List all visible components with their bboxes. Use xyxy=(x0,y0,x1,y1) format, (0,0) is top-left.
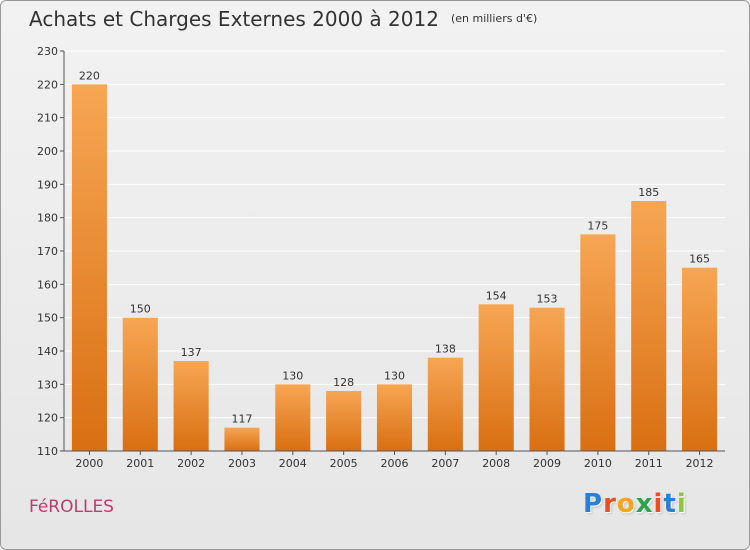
logo-letter: r xyxy=(603,489,617,519)
y-tick-label: 230 xyxy=(37,45,58,58)
bar-value-label: 150 xyxy=(130,303,151,316)
logo-letter: x xyxy=(635,489,654,519)
bar-2009 xyxy=(529,307,565,451)
bar-value-label: 165 xyxy=(689,253,710,266)
bar-2011 xyxy=(631,201,667,451)
chart-title-text: Achats et Charges Externes 2000 à 2012 xyxy=(29,7,439,31)
bar-value-label: 138 xyxy=(435,343,456,356)
x-tick-label: 2004 xyxy=(279,457,307,470)
bars xyxy=(71,84,718,451)
bar-value-label: 220 xyxy=(79,69,100,82)
x-tick-label: 2009 xyxy=(533,457,561,470)
logo-letter: o xyxy=(616,489,636,519)
x-tick-label: 2007 xyxy=(431,457,459,470)
bar-2006 xyxy=(376,384,413,451)
x-tick-label: 2008 xyxy=(482,457,510,470)
proxiti-logo[interactable]: Proxiti xyxy=(583,489,687,519)
bar-value-label: 128 xyxy=(333,376,354,389)
bar-2012 xyxy=(682,267,718,451)
data-labels: 220 150 137 117 130 128 130 138 154 153 175 185 165 xyxy=(79,69,710,425)
bar-2007 xyxy=(427,357,463,451)
x-tick-label: 2011 xyxy=(635,457,663,470)
logo-letter: P xyxy=(583,489,604,519)
x-tick-label: 2005 xyxy=(330,457,358,470)
logo-letter: i xyxy=(676,489,687,519)
logo-letter: t xyxy=(663,489,677,519)
bar-value-label: 117 xyxy=(231,413,252,426)
x-tick-label: 2001 xyxy=(126,457,154,470)
bar-value-label: 154 xyxy=(486,289,507,302)
bar-2004 xyxy=(275,384,311,451)
commune-name: FéROLLES xyxy=(29,497,114,517)
y-tick-label: 200 xyxy=(37,145,58,158)
bar-2001 xyxy=(122,317,158,451)
bar-2010 xyxy=(580,234,616,451)
y-tick-label: 160 xyxy=(37,278,58,291)
y-tick-label: 180 xyxy=(37,212,58,225)
bar-2000 xyxy=(71,84,107,451)
y-tick-label: 210 xyxy=(37,112,58,125)
x-tick-label: 2006 xyxy=(381,457,409,470)
x-tick-label: 2002 xyxy=(177,457,205,470)
bar-2002 xyxy=(173,361,209,451)
y-tick-label: 140 xyxy=(37,345,58,358)
y-tick-label: 170 xyxy=(37,245,58,258)
x-tick-label: 2000 xyxy=(75,457,103,470)
bar-2003 xyxy=(224,427,260,451)
y-tick-label: 110 xyxy=(37,445,58,458)
logo-letter: i xyxy=(653,489,664,519)
chart-subtitle: (en milliers d'€) xyxy=(450,12,538,25)
bar-value-label: 130 xyxy=(282,369,303,382)
x-tick-label: 2012 xyxy=(686,457,714,470)
axes: 110 120 130 140 150 160 170 180 190 200 210 220 230 2… xyxy=(37,45,725,470)
bar-value-label: 130 xyxy=(384,369,405,382)
bar-value-label: 137 xyxy=(181,346,202,359)
bar-value-label: 185 xyxy=(638,186,659,199)
bar-value-label: 153 xyxy=(537,293,558,306)
x-tick-label: 2010 xyxy=(584,457,612,470)
bar-value-label: 175 xyxy=(587,219,608,232)
y-tick-label: 130 xyxy=(37,378,58,391)
x-tick-label: 2003 xyxy=(228,457,256,470)
y-tick-label: 190 xyxy=(37,178,58,191)
y-tick-label: 150 xyxy=(37,312,58,325)
y-tick-label: 220 xyxy=(37,78,58,91)
bar-2008 xyxy=(478,304,514,451)
chart-title: Achats et Charges Externes 2000 à 2012 (e… xyxy=(29,7,537,31)
bar-2005 xyxy=(326,391,362,451)
y-tick-label: 120 xyxy=(37,412,58,425)
